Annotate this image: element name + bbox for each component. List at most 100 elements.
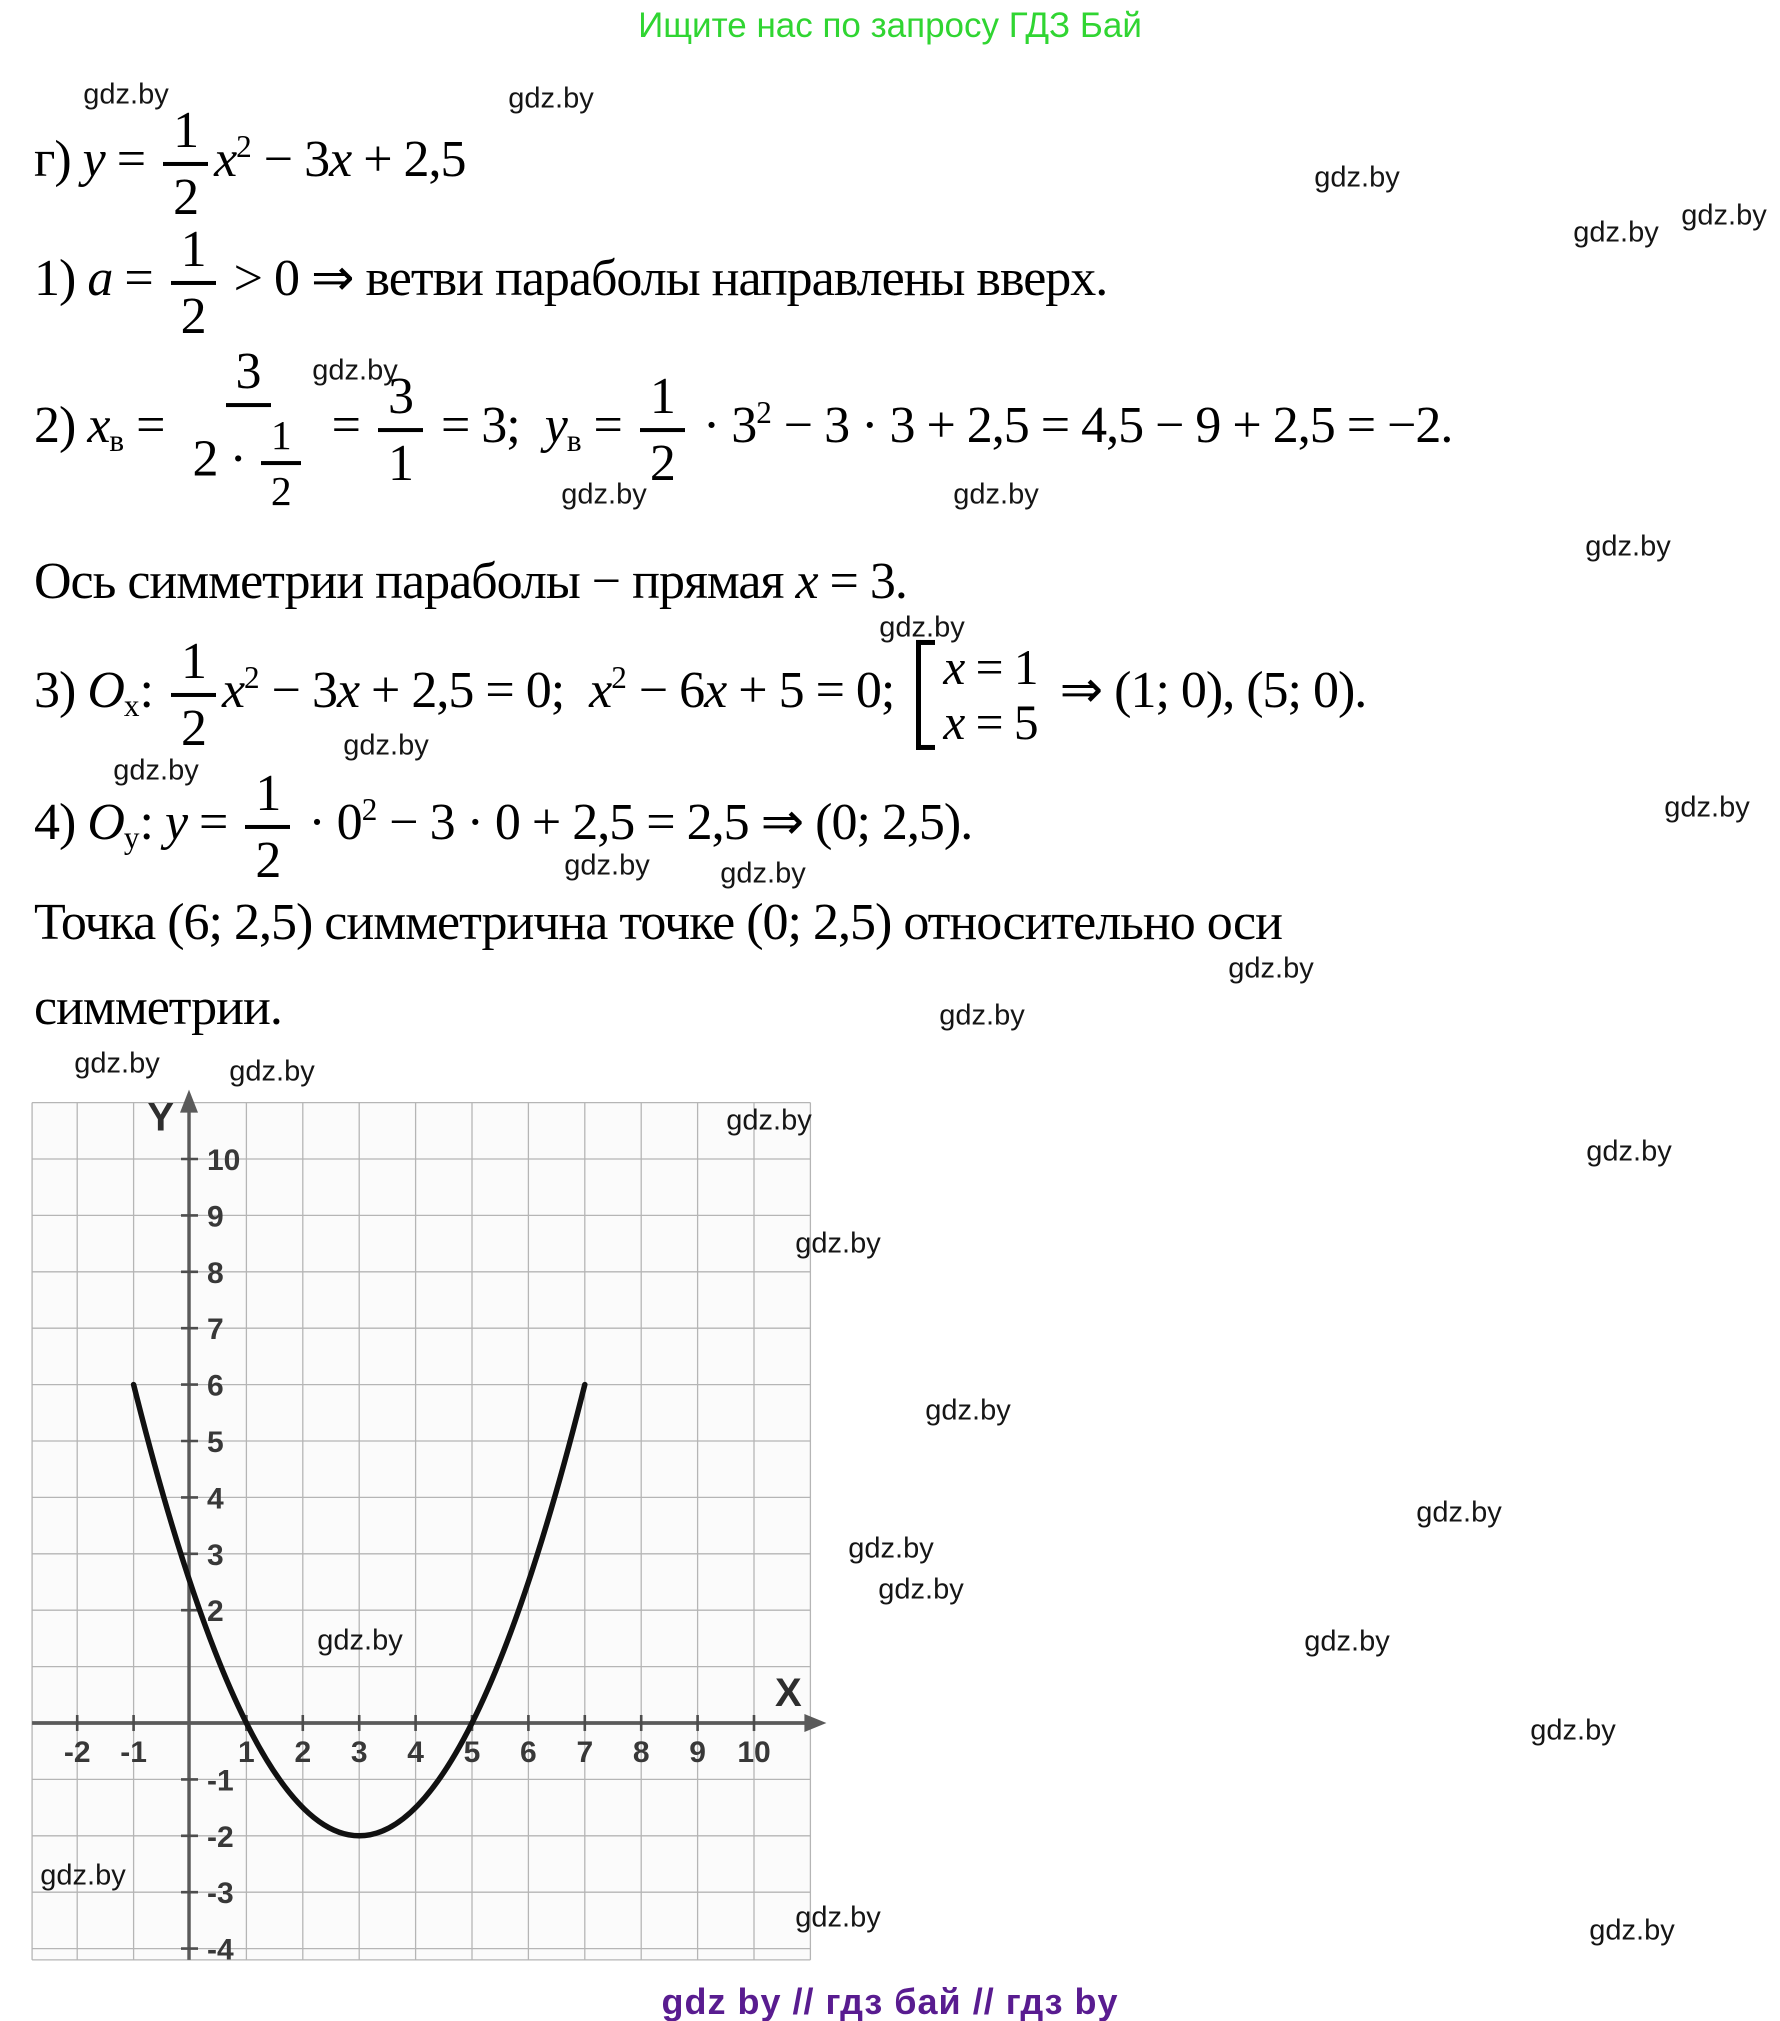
y-tick-label: -1 bbox=[207, 1764, 234, 1797]
y-axis-label: Y bbox=[147, 1096, 174, 1140]
y-axis-arrow bbox=[180, 1089, 198, 1113]
fraction-denominator: 2 bbox=[261, 466, 301, 515]
math-text: г) bbox=[34, 130, 83, 188]
math-text: 1 bbox=[387, 435, 414, 492]
watermark: gdz.by bbox=[1530, 1714, 1616, 1747]
math-text: 2 bbox=[270, 468, 292, 515]
math-text: − 3 bbox=[259, 661, 338, 719]
math-superscript: 2 bbox=[756, 394, 772, 430]
x-tick-label: 9 bbox=[689, 1736, 706, 1769]
x-tick-label: 8 bbox=[633, 1736, 650, 1769]
x-tick-label: 4 bbox=[407, 1736, 424, 1769]
graph-background bbox=[32, 1102, 811, 1960]
x-tick-label: -2 bbox=[64, 1736, 91, 1769]
y-tick-label: -2 bbox=[207, 1821, 234, 1854]
math-text: 3 bbox=[387, 367, 414, 425]
y-tick-label: -4 bbox=[207, 1934, 234, 1967]
watermark: gdz.by bbox=[229, 1055, 315, 1088]
watermark: gdz.by bbox=[83, 78, 169, 111]
x-tick-label: 1 bbox=[238, 1736, 255, 1769]
solution-line-3: 3) Ox: 1 2 x2 − 3x + 2,5 = 0; x2 − 6x + 5 … bbox=[34, 632, 1368, 757]
math-text: = 5 bbox=[964, 695, 1039, 750]
watermark: gdz.by bbox=[40, 1859, 126, 1892]
math-variable: x bbox=[589, 661, 612, 719]
fraction-numerator: 1 bbox=[170, 221, 216, 285]
math-superscript: 2 bbox=[244, 659, 260, 695]
solution-symmetric-point-2: симметрии. bbox=[34, 978, 283, 1037]
math-text: 4) bbox=[34, 793, 88, 851]
site-header-text: Ищите нас по запросу ГДЗ Бай bbox=[638, 6, 1142, 45]
y-tick-label: 4 bbox=[207, 1482, 224, 1515]
math-subscript: y bbox=[123, 819, 140, 855]
math-text: = bbox=[124, 396, 177, 454]
math-variable: x bbox=[336, 661, 360, 719]
x-tick-label: -1 bbox=[120, 1736, 147, 1769]
watermark: gdz.by bbox=[878, 1573, 964, 1606]
watermark: gdz.by bbox=[879, 611, 965, 644]
math-text: 2 bbox=[255, 832, 281, 889]
math-text: 2 bbox=[173, 169, 199, 226]
math-variable: a bbox=[87, 249, 113, 307]
math-text: · 0 bbox=[296, 793, 362, 851]
solution-symmetric-point-1: Точка (6; 2,5) симметрична точке (0; 2,5… bbox=[34, 893, 1283, 952]
math-text: = bbox=[104, 130, 158, 188]
watermark: gdz.by bbox=[113, 754, 199, 787]
math-text: = bbox=[581, 396, 634, 454]
watermark: gdz.by bbox=[1585, 530, 1671, 563]
y-tick-label: 6 bbox=[207, 1370, 224, 1403]
math-variable: x bbox=[329, 130, 352, 188]
watermark: gdz.by bbox=[1304, 1625, 1390, 1658]
math-text: − 3 bbox=[251, 130, 330, 188]
math-text: 2 bbox=[180, 288, 207, 345]
math-text: 2 bbox=[649, 435, 676, 492]
math-text: − 3 · 0 + 2,5 = 2,5 ⇒ (0; 2,5). bbox=[377, 793, 973, 851]
y-tick-label: 10 bbox=[207, 1144, 240, 1177]
y-tick-label: 3 bbox=[207, 1539, 224, 1572]
math-variable: x bbox=[795, 553, 818, 610]
left-square-bracket bbox=[916, 639, 936, 751]
watermark: gdz.by bbox=[1573, 216, 1659, 249]
watermark: gdz.by bbox=[1228, 952, 1314, 985]
math-variable: y bbox=[82, 130, 106, 188]
math-variable: x bbox=[943, 695, 965, 750]
math-text: = 3; bbox=[428, 396, 545, 454]
watermark: gdz.by bbox=[564, 849, 650, 882]
math-variable: y bbox=[164, 793, 188, 851]
math-variable: O bbox=[87, 793, 125, 851]
watermark: gdz.by bbox=[848, 1532, 934, 1565]
watermark: gdz.by bbox=[1664, 791, 1750, 824]
y-tick-label: 5 bbox=[207, 1426, 224, 1459]
fraction-numerator: 1 bbox=[163, 101, 209, 166]
watermark: gdz.by bbox=[508, 82, 594, 115]
fraction-numerator: 3 bbox=[377, 367, 423, 432]
math-text: = 1 bbox=[964, 639, 1039, 695]
fraction-denominator: 2 bbox=[171, 697, 216, 757]
math-text: = bbox=[112, 249, 165, 307]
watermark: gdz.by bbox=[1681, 199, 1767, 232]
math-text: > 0 ⇒ ветви параболы направлены вверх. bbox=[221, 249, 1109, 307]
watermark: gdz.by bbox=[720, 857, 806, 890]
y-tick-label: 8 bbox=[207, 1257, 224, 1290]
math-text: 1 bbox=[173, 101, 199, 159]
fraction-numerator: 1 bbox=[260, 412, 301, 466]
math-text: 1 bbox=[649, 367, 676, 425]
watermark: gdz.by bbox=[795, 1901, 881, 1934]
math-superscript: 2 bbox=[361, 791, 378, 827]
math-text: 2 · bbox=[192, 430, 258, 488]
math-text: 1 bbox=[180, 632, 207, 690]
y-tick-label: -3 bbox=[207, 1877, 234, 1910]
math-text: ⇒ (1; 0), (5; 0). bbox=[1047, 661, 1368, 719]
watermark: gdz.by bbox=[343, 729, 429, 762]
math-variable: y bbox=[544, 396, 568, 454]
x-tick-label: 7 bbox=[576, 1736, 593, 1769]
watermark: gdz.by bbox=[74, 1047, 160, 1080]
math-subscript: в bbox=[566, 422, 582, 458]
x-tick-label: 5 bbox=[464, 1736, 481, 1769]
watermark: gdz.by bbox=[795, 1227, 881, 1260]
math-text: = bbox=[187, 793, 240, 851]
watermark: gdz.by bbox=[925, 1394, 1011, 1427]
